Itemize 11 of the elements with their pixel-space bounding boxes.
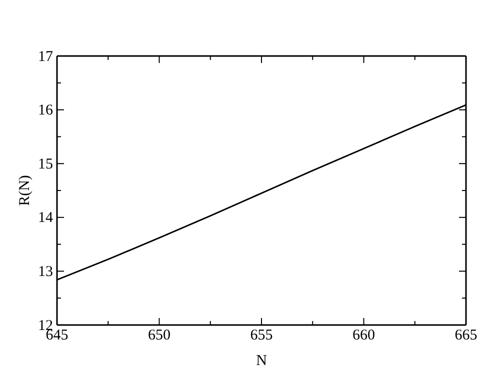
y-tick-label: 17 (38, 48, 54, 65)
x-tick-label: 650 (148, 328, 170, 344)
y-axis-title: R(N) (17, 175, 33, 206)
y-tick-label: 14 (38, 210, 54, 226)
y-tick-label: 13 (38, 264, 53, 280)
y-tick-label: 15 (38, 156, 53, 172)
x-tick-label: 665 (454, 328, 478, 344)
x-tick-label: 660 (352, 328, 375, 344)
y-tick-label: 16 (38, 102, 54, 119)
x-axis-title: N (256, 353, 268, 369)
x-tick-label: 655 (250, 328, 273, 344)
